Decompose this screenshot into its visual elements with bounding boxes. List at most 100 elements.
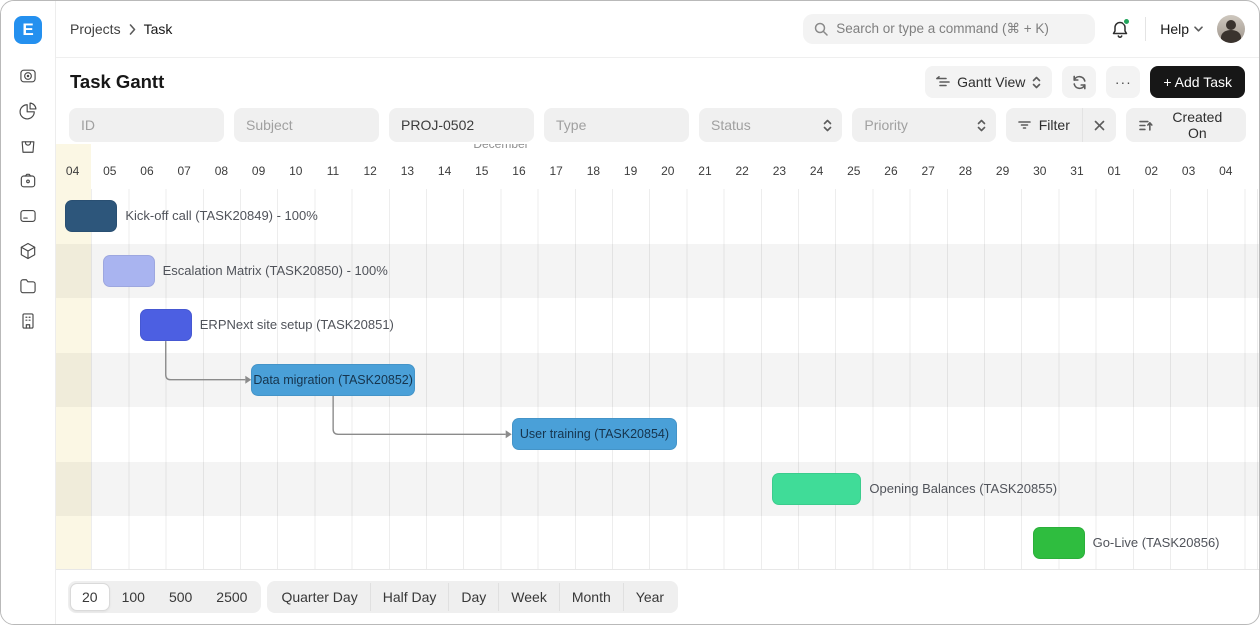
task-bar[interactable]	[65, 200, 118, 232]
gantt-bars: Kick-off call (TASK20849) - 100% Escalati…	[56, 189, 1259, 569]
date-tick: 26	[884, 164, 898, 178]
status-placeholder: Status	[711, 117, 751, 133]
inbox-monitor-icon[interactable]	[11, 66, 45, 86]
date-tick: 07	[177, 164, 191, 178]
close-icon	[1094, 120, 1105, 130]
task-bar[interactable]	[772, 472, 862, 505]
shopping-bag-icon[interactable]	[11, 136, 45, 156]
credit-card-icon[interactable]	[11, 206, 45, 226]
project-filter-input[interactable]	[389, 108, 534, 142]
zoom-option-100[interactable]: 100	[121, 589, 145, 605]
search-input[interactable]: Search or type a command (⌘ + K)	[803, 14, 1096, 44]
scale-option-month[interactable]: Month	[558, 583, 623, 611]
gantt-date-row: 04 05 06 07 08 09 10 11 12 13 14 15 16 17 18 19 20 21 22 23…	[56, 158, 1257, 184]
zoom-option-500[interactable]: 500	[168, 589, 193, 605]
sort-created-on-button[interactable]: Created On	[1125, 108, 1246, 142]
gantt-view-selector[interactable]: Gantt View	[925, 66, 1053, 98]
building-icon[interactable]	[11, 311, 45, 331]
filter-bar: Status Priority Filter Created On	[56, 106, 1259, 144]
task-label: Opening Balances (TASK20855)	[869, 480, 1058, 496]
ellipsis-icon: ···	[1114, 74, 1132, 90]
priority-filter-select[interactable]: Priority	[852, 108, 996, 142]
folder-icon[interactable]	[11, 276, 45, 296]
gantt-chart: December 04 05 06 07 08 09 10 11 12 13 14 15 16 17 18 1…	[56, 144, 1259, 569]
sidebar-icon-list	[11, 66, 45, 331]
task-bar[interactable]	[139, 309, 192, 342]
clear-filter-button[interactable]	[1081, 108, 1116, 142]
date-tick: 01	[1107, 164, 1121, 178]
filter-label: Filter	[1038, 117, 1070, 133]
date-tick: 22	[735, 164, 749, 178]
add-task-button[interactable]: + Add Task	[1150, 66, 1245, 98]
date-tick: 20	[661, 164, 675, 178]
gantt-footer: 20 100 500 2500 Quarter Day Half Day Day Week M…	[56, 569, 1259, 624]
breadcrumb-task[interactable]: Task	[143, 21, 173, 37]
zoom-level-group: 20 100 500 2500	[68, 581, 262, 613]
date-tick: 02	[1144, 164, 1159, 178]
date-tick: 24	[809, 164, 824, 178]
main-area: Projects Task Search or type a command (…	[56, 1, 1259, 624]
scale-option-year[interactable]: Year	[622, 583, 676, 611]
date-tick: 10	[289, 164, 303, 178]
date-tick: 12	[363, 164, 377, 178]
filter-group: Filter	[1005, 108, 1116, 142]
more-options-button[interactable]: ···	[1106, 66, 1141, 98]
date-tick: 11	[326, 164, 340, 178]
date-tick: 23	[772, 164, 787, 178]
filter-funnel-icon	[1017, 121, 1031, 129]
topbar-divider	[1145, 17, 1147, 41]
camera-box-icon[interactable]	[11, 171, 45, 191]
task-label: Go-Live (TASK20856)	[1092, 535, 1220, 551]
help-menu[interactable]: Help	[1160, 21, 1203, 37]
scale-option-day[interactable]: Day	[448, 583, 498, 611]
task-bar[interactable]: Data migration (TASK20852)	[251, 363, 415, 396]
task-bar[interactable]	[102, 254, 155, 287]
date-tick: 19	[623, 164, 638, 178]
sort-ascending-icon	[1139, 120, 1153, 131]
date-tick: 09	[251, 164, 266, 178]
date-tick: 29	[995, 164, 1010, 178]
date-tick: 16	[512, 164, 526, 178]
id-filter-input[interactable]	[69, 108, 224, 142]
date-tick: 28	[958, 164, 973, 178]
refresh-icon	[1073, 75, 1086, 89]
date-tick: 27	[921, 164, 935, 178]
user-avatar[interactable]	[1217, 15, 1245, 43]
sidebar: E	[1, 1, 56, 624]
type-filter-input[interactable]	[544, 108, 689, 142]
pie-chart-icon[interactable]	[11, 101, 45, 121]
month-label: December	[473, 144, 529, 151]
notification-dot	[1123, 18, 1131, 25]
task-bar[interactable]	[1032, 527, 1085, 560]
title-bar: Task Gantt Gantt View ··· + Add Task	[56, 58, 1259, 106]
filter-button[interactable]: Filter	[1006, 108, 1082, 142]
breadcrumb: Projects Task	[70, 21, 172, 37]
gantt-row	[56, 461, 1259, 517]
refresh-button[interactable]	[1062, 66, 1097, 98]
page-title: Task Gantt	[70, 71, 165, 92]
zoom-option-2500[interactable]: 2500	[216, 589, 248, 605]
date-tick: 15	[475, 164, 489, 178]
help-label: Help	[1160, 21, 1189, 37]
select-chevrons-icon	[824, 119, 832, 131]
date-tick: 18	[586, 164, 601, 178]
gantt-row	[56, 243, 1259, 299]
time-scale-group: Quarter Day Half Day Day Week Month Year	[267, 581, 679, 613]
scale-option-half-day[interactable]: Half Day	[369, 583, 449, 611]
notifications-bell-icon[interactable]	[1109, 18, 1131, 40]
select-chevrons-icon	[1033, 76, 1041, 88]
scale-option-quarter-day[interactable]: Quarter Day	[281, 589, 358, 605]
subject-filter-input[interactable]	[234, 108, 379, 142]
erpnext-logo[interactable]: E	[14, 16, 42, 44]
package-icon[interactable]	[11, 241, 45, 261]
scale-option-week[interactable]: Week	[498, 583, 559, 611]
zoom-option-20[interactable]: 20	[70, 583, 110, 611]
breadcrumb-projects[interactable]: Projects	[70, 21, 121, 37]
task-label: Kick-off call (TASK20849) - 100%	[125, 208, 318, 223]
date-tick: 14	[437, 164, 452, 178]
status-filter-select[interactable]: Status	[699, 108, 843, 142]
task-bar[interactable]: User training (TASK20854)	[511, 418, 678, 451]
date-tick: 17	[549, 164, 563, 178]
date-tick: 03	[1181, 164, 1196, 178]
